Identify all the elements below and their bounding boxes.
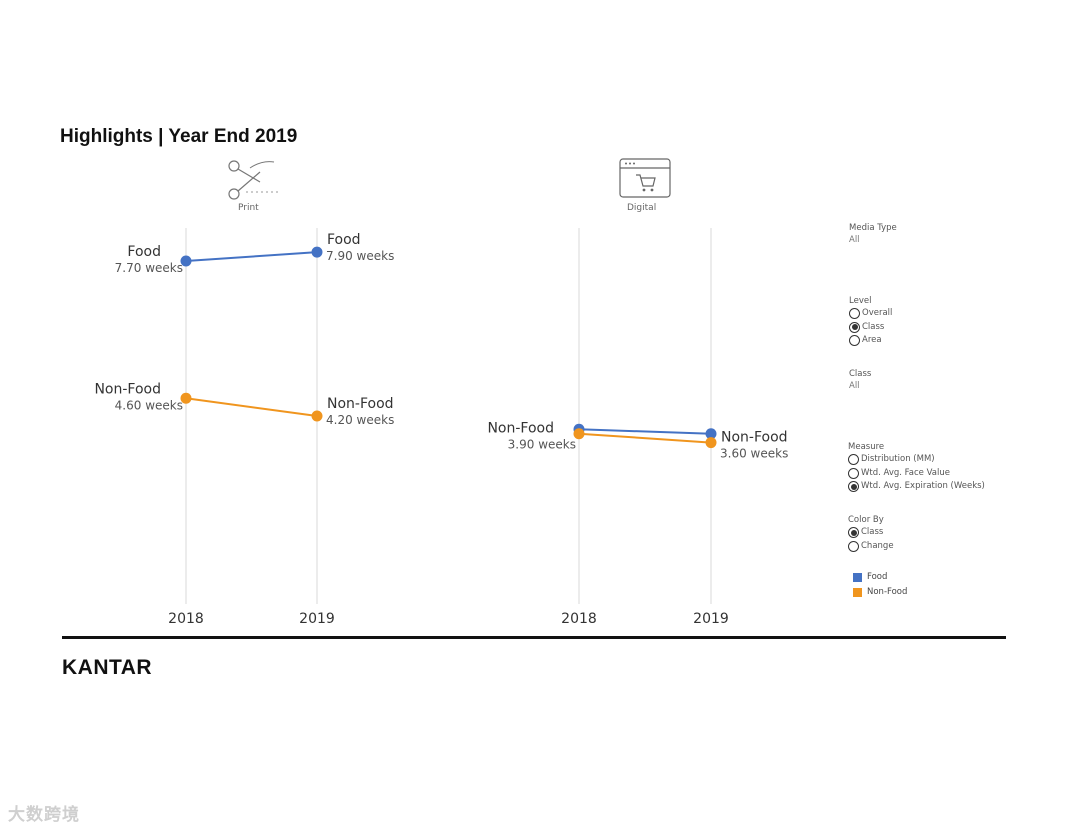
option-label: Wtd. Avg. Expiration (Weeks)	[861, 481, 985, 491]
series-line	[185, 397, 318, 417]
option-label: Wtd. Avg. Face Value	[861, 467, 950, 478]
level-label: Level	[849, 296, 872, 306]
radio-icon[interactable]	[849, 335, 860, 347]
filter-color-by: Color By Class Change	[848, 514, 894, 553]
option-label: Class	[862, 321, 885, 332]
color-by-option-change[interactable]: Change	[848, 540, 894, 554]
data-point	[573, 428, 585, 440]
measure-option-distribution[interactable]: Distribution (MM)	[848, 453, 985, 467]
legend-item-non-food[interactable]: Non-Food	[853, 585, 907, 600]
class-label: Class	[849, 369, 872, 379]
legend-label: Food	[867, 572, 888, 582]
series-line	[578, 432, 712, 444]
measure-option-expiration[interactable]: Wtd. Avg. Expiration (Weeks)	[848, 480, 985, 494]
x-tick-label: 2019	[299, 611, 335, 627]
radio-selected-icon[interactable]	[849, 321, 860, 333]
series-label: Food	[327, 232, 361, 248]
radio-icon[interactable]	[848, 467, 859, 479]
x-tick-label: 2019	[693, 611, 729, 627]
data-point	[705, 437, 717, 449]
digital-icon-label: Digital	[627, 203, 657, 213]
filter-level: Level Overall Class Area	[849, 295, 892, 348]
measure-label: Measure	[848, 442, 885, 452]
radio-selected-icon[interactable]	[848, 527, 859, 539]
series-line	[578, 428, 712, 435]
page-title: Highlights | Year End 2019	[60, 126, 298, 147]
radio-icon[interactable]	[848, 540, 859, 552]
color-by-option-class[interactable]: Class	[848, 526, 894, 540]
kantar-logo: KANTAR	[62, 656, 153, 679]
series-label: Non-Food	[721, 430, 788, 446]
data-label: 4.20 weeks	[326, 413, 394, 427]
filter-class[interactable]: Class All	[849, 368, 871, 392]
legend-swatch	[853, 573, 862, 582]
series-label: Non-Food	[487, 421, 554, 437]
data-point	[180, 255, 192, 267]
data-label: 7.70 weeks	[115, 261, 183, 275]
option-label: Change	[861, 540, 894, 551]
option-label: Overall	[862, 308, 893, 318]
level-option-overall[interactable]: Overall	[849, 307, 892, 321]
x-tick-label: 2018	[561, 611, 597, 627]
x-tick-label: 2018	[168, 611, 204, 627]
scissors-icon	[228, 160, 278, 200]
color-by-label: Color By	[848, 515, 884, 525]
legend-swatch	[853, 588, 862, 597]
data-label: 3.60 weeks	[720, 447, 788, 461]
watermark: 大数跨境	[8, 805, 80, 824]
legend: Food Non-Food	[853, 570, 907, 600]
media-type-label: Media Type	[849, 223, 897, 233]
data-label: 7.90 weeks	[326, 249, 394, 263]
filter-media-type[interactable]: Media Type All	[849, 222, 897, 246]
media-type-value[interactable]: All	[849, 235, 860, 245]
series-label: Non-Food	[94, 381, 161, 397]
digital-cart-icon	[619, 158, 671, 198]
data-label: 3.90 weeks	[508, 438, 576, 452]
footer-divider	[62, 636, 1006, 639]
option-label: Area	[862, 335, 882, 345]
legend-item-food[interactable]: Food	[853, 570, 907, 585]
radio-icon[interactable]	[848, 454, 859, 466]
measure-option-face-value[interactable]: Wtd. Avg. Face Value	[848, 467, 985, 481]
option-label: Class	[861, 527, 884, 537]
option-label: Distribution (MM)	[861, 454, 935, 464]
filter-measure: Measure Distribution (MM) Wtd. Avg. Face…	[848, 441, 985, 494]
series-label: Food	[127, 244, 161, 260]
print-icon-label: Print	[238, 203, 259, 213]
series-label: Non-Food	[327, 396, 394, 412]
data-point	[705, 428, 717, 440]
data-point	[311, 410, 323, 422]
legend-label: Non-Food	[867, 587, 908, 597]
radio-selected-icon[interactable]	[848, 481, 859, 493]
series-line	[185, 251, 318, 262]
level-option-class[interactable]: Class	[849, 321, 892, 335]
radio-icon[interactable]	[849, 308, 860, 320]
level-option-area[interactable]: Area	[849, 334, 892, 348]
data-label: 4.60 weeks	[115, 398, 183, 412]
data-point	[180, 392, 192, 404]
data-point	[311, 246, 323, 258]
class-value[interactable]: All	[849, 381, 860, 391]
